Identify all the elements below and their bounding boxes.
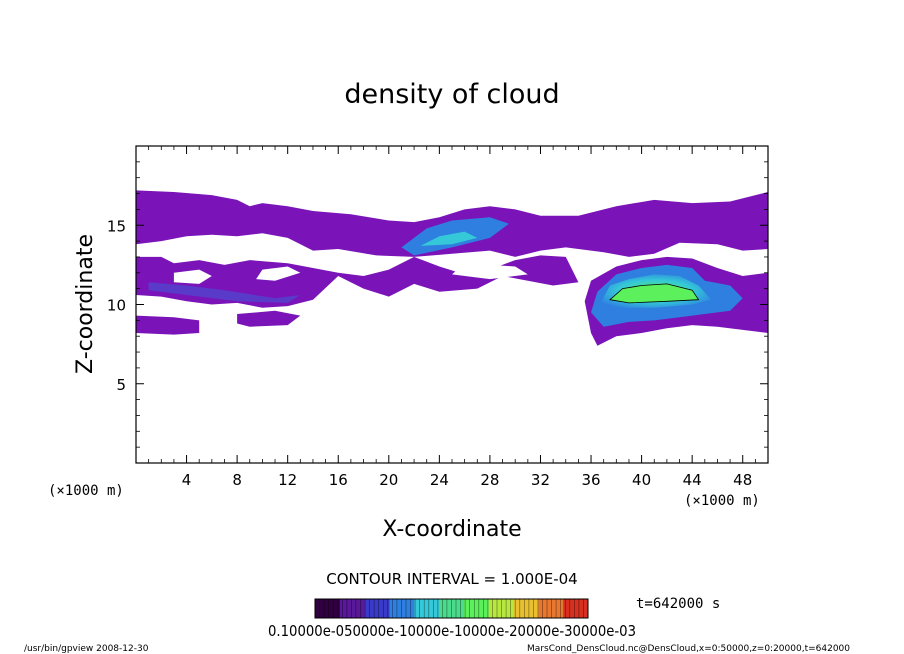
cloud-right-peak	[609, 283, 700, 304]
y-axis-ticks: 5 10 15	[107, 161, 768, 448]
cloud-dense-left	[148, 282, 301, 303]
x-tick-label: 40	[632, 471, 651, 489]
colorbar-swatch	[563, 599, 589, 618]
x-tick-label: 44	[683, 471, 702, 489]
footer-left: /usr/bin/gpview 2008-12-30	[24, 644, 149, 654]
colorbar-frame	[314, 598, 589, 619]
colorbar-swatch	[315, 599, 341, 618]
y-tick-label: 5	[116, 376, 126, 394]
x-axis-ticks: 4 8 12 16 20 24 28 32 36 40 44 48	[148, 146, 756, 489]
plot-area	[136, 190, 768, 346]
x-axis-label: X-coordinate	[382, 517, 521, 542]
y-tick-label: 10	[107, 297, 126, 315]
x-tick-label: 12	[278, 471, 297, 489]
y-tick-label: 15	[107, 217, 126, 235]
cloud-field	[136, 190, 768, 346]
cloud-mid-core	[420, 231, 478, 246]
x-unit-label: (×1000 m)	[684, 493, 760, 509]
chart-title: density of cloud	[344, 79, 559, 110]
x-tick-label: 32	[531, 471, 550, 489]
y-axis-label: Z-coordinate	[73, 234, 98, 374]
footer-right: MarsCond_DensCloud.nc@DensCloud,x=0:5000…	[527, 644, 850, 654]
x-tick-label: 16	[329, 471, 348, 489]
colorbar-swatch	[513, 599, 539, 618]
time-label: t=642000 s	[636, 596, 720, 612]
colorbar-labels: 0.10000e-050000e-10000e-10000e-20000e-30…	[268, 622, 636, 640]
colorbar-swatch	[389, 599, 415, 618]
y-unit-label: (×1000 m)	[48, 483, 124, 499]
x-tick-label: 48	[733, 471, 752, 489]
x-tick-label: 8	[232, 471, 242, 489]
x-tick-label: 4	[182, 471, 192, 489]
cloud-gap	[452, 263, 528, 280]
cloud-gap	[256, 266, 301, 281]
x-tick-label: 36	[581, 471, 600, 489]
x-tick-label: 28	[480, 471, 499, 489]
contour-interval: CONTOUR INTERVAL = 1.000E-04	[326, 570, 577, 588]
x-tick-label: 24	[430, 471, 449, 489]
colorbar-swatch	[339, 599, 366, 618]
cloud-lower-band	[136, 315, 200, 335]
colorbar	[314, 599, 589, 618]
colorbar-swatch	[364, 599, 390, 618]
colorbar-swatch	[463, 599, 490, 618]
cloud-lower-patch	[237, 310, 301, 327]
colorbar-swatch	[538, 599, 564, 618]
cloud-gap	[173, 269, 212, 284]
colorbar-swatch	[414, 599, 440, 618]
x-tick-label: 20	[379, 471, 398, 489]
